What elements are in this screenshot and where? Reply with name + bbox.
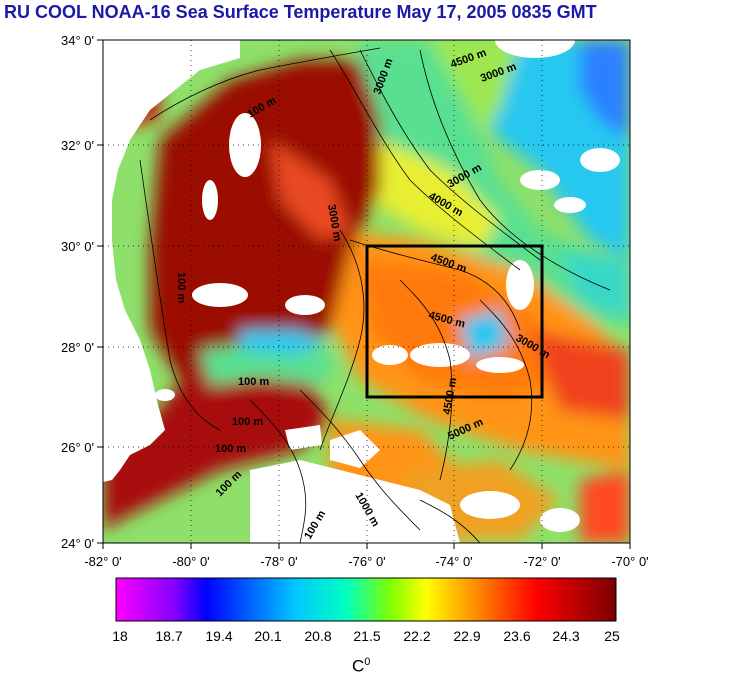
unit-superscript: 0 — [364, 656, 371, 668]
lon-tick-label: -82° 0' — [84, 554, 121, 569]
unit-base: C — [352, 656, 365, 676]
lon-tick-label: -70° 0' — [611, 554, 648, 569]
colorbar — [115, 577, 617, 622]
colorbar-tick: 18.7 — [155, 628, 183, 644]
map-title: RU COOL NOAA-16 Sea Surface Temperature … — [4, 2, 597, 22]
lon-tick-label: -74° 0' — [435, 554, 472, 569]
colorbar-tick: 25 — [604, 628, 620, 644]
colorbar-tick: 22.2 — [403, 628, 431, 644]
sst-field — [103, 40, 630, 543]
colorbar-tick: 20.8 — [304, 628, 332, 644]
latitude-labels: 34° 0' 32° 0' 30° 0' 28° 0' 26° 0' 24° 0… — [61, 33, 94, 551]
tick-marks — [97, 39, 631, 549]
contour-label: 100 m — [215, 443, 246, 455]
contour-label: 100 m — [232, 416, 263, 428]
colorbar-unit: C0 — [352, 656, 370, 677]
study-area-box — [365, 244, 544, 399]
colorbar-tick-labels: 18 18.7 19.4 20.1 20.8 21.5 22.2 22.9 23… — [0, 628, 734, 648]
lat-tick-label: 34° 0' — [61, 33, 94, 48]
contour-label: 100 m — [238, 376, 269, 388]
lon-tick-label: -76° 0' — [348, 554, 385, 569]
lon-tick-label: -78° 0' — [260, 554, 297, 569]
colorbar-tick: 22.9 — [453, 628, 481, 644]
lat-tick-label: 24° 0' — [61, 536, 94, 551]
colorbar-tick: 18 — [112, 628, 128, 644]
land-mask — [103, 40, 620, 543]
lat-tick-label: 30° 0' — [61, 239, 94, 254]
lat-tick-label: 28° 0' — [61, 340, 94, 355]
colorbar-tick: 21.5 — [353, 628, 381, 644]
lat-tick-label: 32° 0' — [61, 138, 94, 153]
lon-tick-label: -72° 0' — [523, 554, 560, 569]
colorbar-tick: 20.1 — [254, 628, 282, 644]
bathymetry-contours — [139, 47, 611, 543]
lat-tick-label: 26° 0' — [61, 440, 94, 455]
contour-label: 100 m — [175, 272, 187, 303]
longitude-labels: -82° 0' -80° 0' -78° 0' -76° 0' -74° 0' … — [84, 554, 648, 569]
colorbar-tick: 23.6 — [503, 628, 531, 644]
lon-tick-label: -80° 0' — [172, 554, 209, 569]
colorbar-tick: 19.4 — [205, 628, 233, 644]
colorbar-tick: 24.3 — [552, 628, 580, 644]
